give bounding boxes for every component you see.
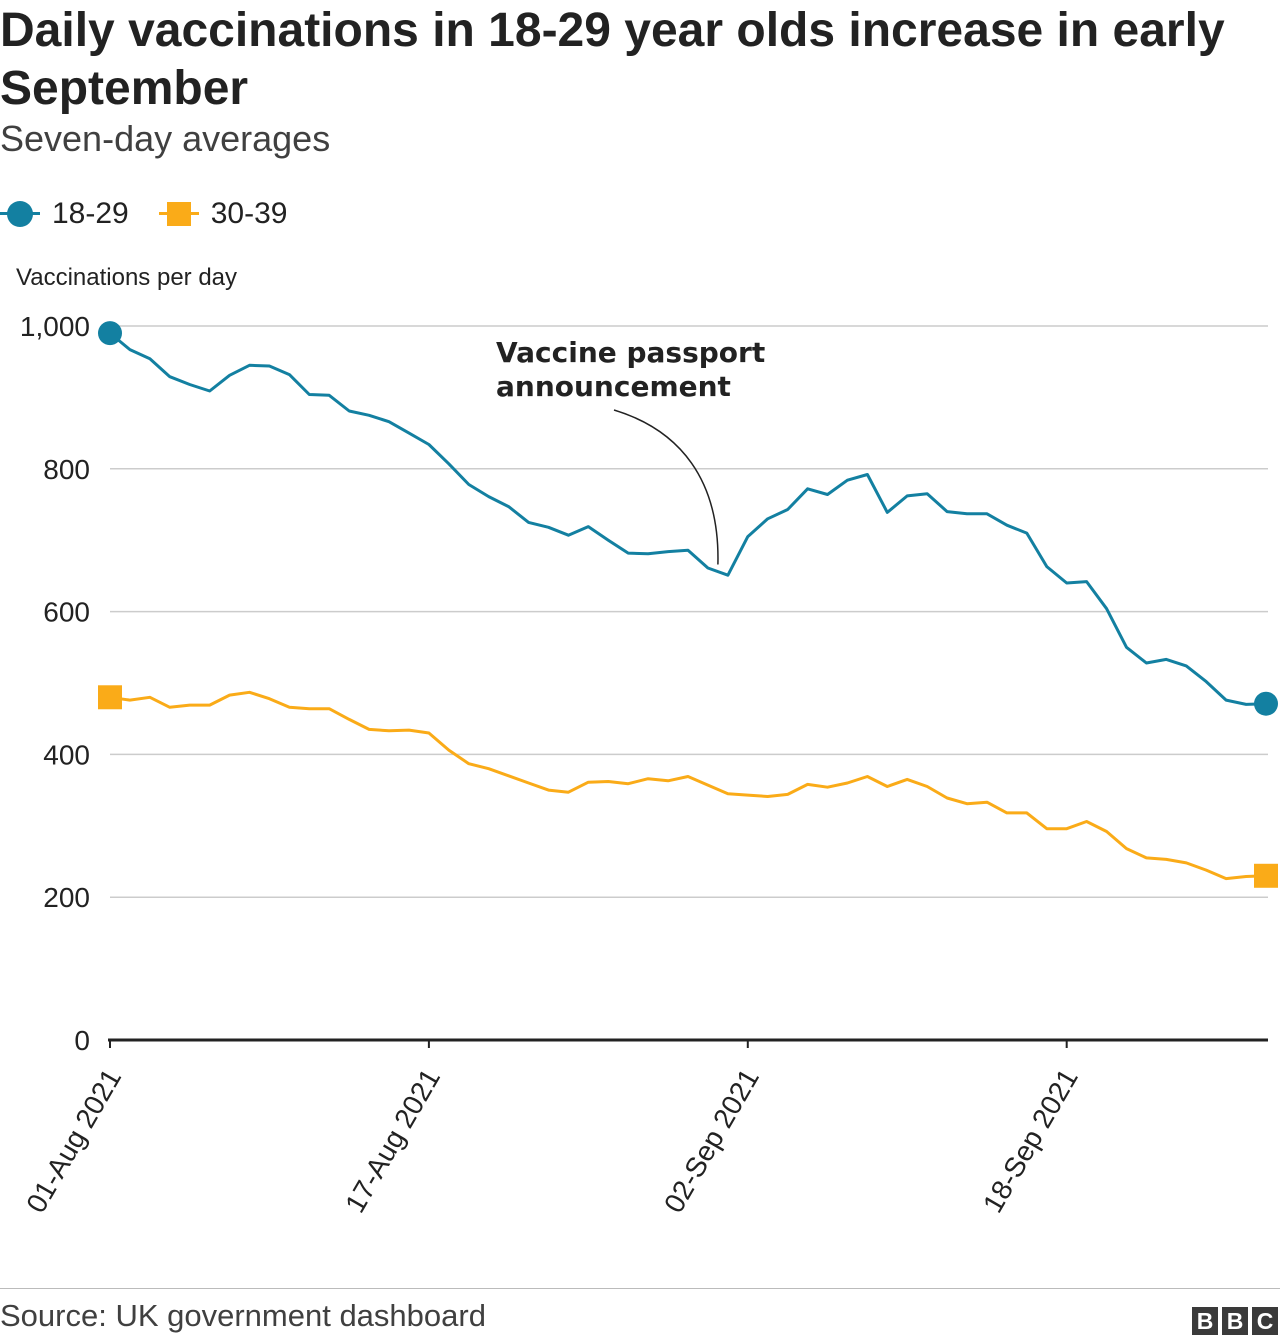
x-tick-label: 01-Aug 2021 (20, 1064, 127, 1218)
annotation-connector (613, 409, 719, 565)
y-tick-label: 600 (43, 597, 90, 628)
x-tick-label: 02-Sep 2021 (658, 1064, 765, 1218)
logo-letter: C (1252, 1307, 1278, 1335)
legend-label: 30-39 (210, 197, 288, 230)
footer-divider (0, 1288, 1280, 1289)
legend-item-18-29: 18-29 (0, 194, 129, 234)
y-axis-title: Vaccinations per day (16, 264, 237, 291)
y-tick-label: 400 (43, 739, 90, 770)
data-point-marker (98, 685, 122, 710)
legend-label: 18-29 (52, 197, 129, 230)
line-chart: Vaccinations per day 0 200 400 600 800 1,000 01… (16, 264, 1278, 1218)
x-tick-label: 17-Aug 2021 (339, 1064, 446, 1218)
annotation-text: announcement (496, 370, 731, 403)
chart-title: Daily vaccinations in 18-29 year olds in… (0, 4, 1225, 115)
series-30-39 (98, 685, 1278, 888)
legend-square-marker-icon (158, 194, 199, 234)
legend-circle-marker-icon (0, 194, 40, 234)
data-point-marker (98, 321, 122, 346)
series-line (108, 690, 1268, 881)
x-tick-label: 18-Sep 2021 (977, 1064, 1084, 1218)
data-point-marker (1254, 863, 1278, 888)
data-point-marker (1254, 691, 1278, 716)
series-line (108, 331, 1268, 706)
logo-letter: B (1192, 1307, 1218, 1335)
y-tick-label: 1,000 (20, 311, 90, 342)
bbc-logo: B B C (1188, 1307, 1278, 1335)
logo-letter: B (1222, 1307, 1248, 1335)
source-note: Source: UK government dashboard (0, 1298, 486, 1333)
series-18-29 (98, 321, 1278, 716)
legend-item-30-39: 30-39 (158, 194, 288, 234)
y-tick-label: 200 (43, 882, 90, 913)
y-tick-label: 0 (74, 1025, 90, 1056)
y-tick-label: 800 (43, 454, 90, 485)
annotation-text: Vaccine passport (496, 336, 765, 369)
chart-subtitle: Seven-day averages (0, 118, 331, 159)
legend: 18-29 30-39 (0, 194, 317, 234)
